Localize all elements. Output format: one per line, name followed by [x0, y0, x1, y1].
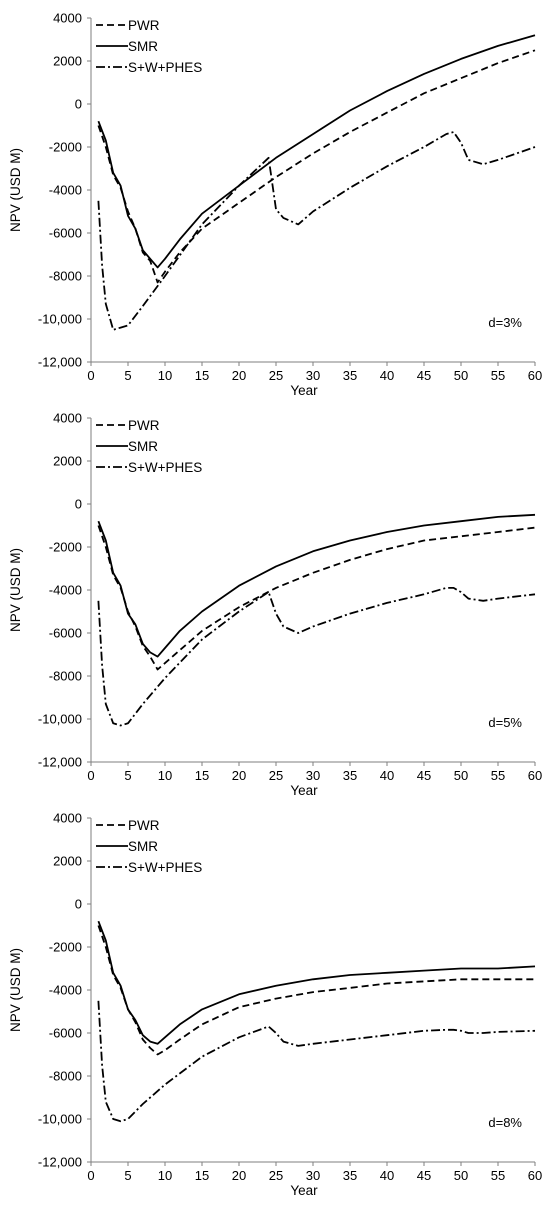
chart-panel-1: -12,000 -10,000 -8000 -6000 -4000 -2000 0 2000 4…	[8, 11, 542, 399]
y-tick-label: -10,000	[38, 1112, 82, 1127]
x-tick-label: 30	[306, 768, 320, 783]
x-tick-label: 0	[87, 768, 94, 783]
discount-rate-annotation: d=3%	[488, 315, 522, 330]
y-tick-label: -12,000	[38, 1155, 82, 1170]
y-tick-label: 2000	[53, 454, 82, 469]
y-tick-label: -10,000	[38, 312, 82, 327]
y-tick-label: -2000	[49, 140, 82, 155]
y-tick-label: -12,000	[38, 755, 82, 770]
y-tick-label: -6000	[49, 1026, 82, 1041]
legend-entry: PWR	[128, 418, 160, 433]
y-tick-label: 4000	[53, 11, 82, 26]
x-tick-label: 40	[380, 1168, 394, 1183]
x-tick-label: 60	[528, 368, 542, 383]
x-tick-label: 0	[87, 368, 94, 383]
chart-panel-2: -12,000 -10,000 -8000 -6000 -4000 -2000 0 2000 4…	[8, 411, 542, 799]
y-tick-label: 2000	[53, 854, 82, 869]
y-tick-label: -10,000	[38, 712, 82, 727]
y-tick-label: -8000	[49, 669, 82, 684]
y-tick-label: -4000	[49, 583, 82, 598]
x-tick-label: 35	[343, 368, 357, 383]
x-tick-label: 60	[528, 1168, 542, 1183]
series-line-smr	[97, 513, 536, 658]
series-line-s-w-phes	[97, 587, 536, 727]
x-tick-label: 30	[306, 1168, 320, 1183]
x-tick-label: 0	[87, 1168, 94, 1183]
series-line-smr	[97, 920, 536, 1045]
x-tick-label: 15	[195, 368, 209, 383]
x-axis-title: Year	[290, 1183, 318, 1198]
x-tick-label: 25	[269, 1168, 283, 1183]
x-tick-label: 25	[269, 768, 283, 783]
y-tick-label: 4000	[53, 411, 82, 426]
y-tick-label: -6000	[49, 226, 82, 241]
x-tick-label: 10	[158, 768, 172, 783]
chart-panel-3: -12,000 -10,000 -8000 -6000 -4000 -2000 0 2000 4…	[8, 811, 542, 1199]
x-tick-label: 55	[491, 368, 505, 383]
y-tick-label: -8000	[49, 1069, 82, 1084]
discount-rate-annotation: d=5%	[488, 715, 522, 730]
legend-entry: SMR	[128, 439, 158, 454]
x-tick-label: 25	[269, 368, 283, 383]
x-axis-title: Year	[290, 783, 318, 798]
y-axis-title: NPV (USD M)	[8, 548, 23, 632]
x-tick-label: 45	[417, 1168, 431, 1183]
y-tick-label: 0	[75, 497, 82, 512]
y-tick-label: 0	[75, 97, 82, 112]
x-tick-label: 35	[343, 768, 357, 783]
y-tick-label: -2000	[49, 540, 82, 555]
y-tick-label: -4000	[49, 183, 82, 198]
series-line-pwr	[97, 525, 536, 671]
x-tick-label: 50	[454, 1168, 468, 1183]
legend-entry: SMR	[128, 39, 158, 54]
y-tick-label: 4000	[53, 811, 82, 826]
x-tick-label: 5	[124, 768, 131, 783]
legend-entry: PWR	[128, 818, 160, 833]
y-tick-label: 2000	[53, 54, 82, 69]
x-tick-label: 55	[491, 1168, 505, 1183]
y-tick-label: -8000	[49, 269, 82, 284]
discount-rate-annotation: d=8%	[488, 1115, 522, 1130]
x-tick-label: 35	[343, 1168, 357, 1183]
x-tick-label: 10	[158, 1168, 172, 1183]
y-tick-label: -2000	[49, 940, 82, 955]
legend-entry: SMR	[128, 839, 158, 854]
x-tick-label: 45	[417, 768, 431, 783]
x-tick-label: 40	[380, 768, 394, 783]
series-line-pwr	[97, 49, 536, 284]
y-tick-label: -6000	[49, 626, 82, 641]
y-tick-label: -4000	[49, 983, 82, 998]
x-tick-label: 60	[528, 768, 542, 783]
x-tick-label: 5	[124, 1168, 131, 1183]
y-axis-title: NPV (USD M)	[8, 948, 23, 1032]
x-tick-label: 40	[380, 368, 394, 383]
x-tick-label: 20	[232, 1168, 246, 1183]
x-tick-label: 55	[491, 768, 505, 783]
series-line-s-w-phes	[97, 131, 536, 331]
x-tick-label: 50	[454, 368, 468, 383]
x-axis-title: Year	[290, 383, 318, 398]
x-tick-label: 20	[232, 368, 246, 383]
legend-entry: PWR	[128, 18, 160, 33]
legend-entry: S+W+PHES	[128, 860, 202, 875]
y-axis-title: NPV (USD M)	[8, 148, 23, 232]
legend-entry: S+W+PHES	[128, 60, 202, 75]
series-line-s-w-phes	[97, 1000, 536, 1123]
y-tick-label: 0	[75, 897, 82, 912]
x-tick-label: 30	[306, 368, 320, 383]
x-tick-label: 20	[232, 768, 246, 783]
series-line-pwr	[97, 925, 535, 1056]
x-tick-label: 15	[195, 1168, 209, 1183]
x-tick-label: 50	[454, 768, 468, 783]
series-line-smr	[97, 34, 536, 269]
legend-entry: S+W+PHES	[128, 460, 202, 475]
x-tick-label: 15	[195, 768, 209, 783]
y-tick-label: -12,000	[38, 355, 82, 370]
x-tick-label: 5	[124, 368, 131, 383]
x-tick-label: 45	[417, 368, 431, 383]
x-tick-label: 10	[158, 368, 172, 383]
